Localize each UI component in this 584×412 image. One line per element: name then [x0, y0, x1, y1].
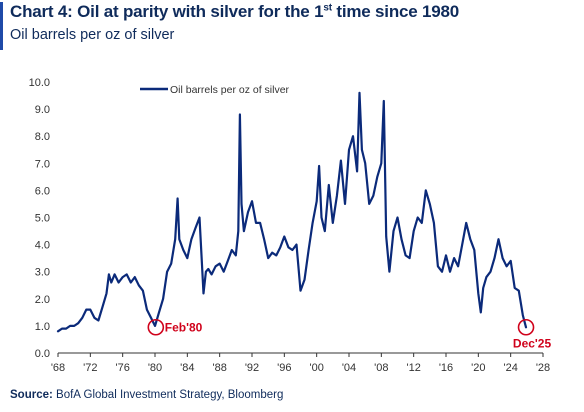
series-line-oil-silver	[56, 91, 528, 333]
x-tick-label: '76	[115, 362, 129, 374]
source-note: Source: BofA Global Investment Strategy,…	[10, 389, 283, 401]
y-tick-label: 3.0	[35, 267, 50, 279]
y-tick-label: 8.0	[35, 131, 50, 143]
x-tick-label: '84	[180, 362, 194, 374]
annotation-label: Feb'80	[165, 320, 203, 334]
y-tick-label: 1.0	[35, 321, 50, 333]
chart-title: Chart 4: Oil at parity with silver for t…	[10, 2, 459, 22]
source-text: BofA Global Investment Strategy, Bloombe…	[52, 389, 284, 401]
y-tick-label: 2.0	[35, 294, 50, 306]
chart-subtitle: Oil barrels per oz of silver	[10, 27, 175, 43]
x-tick-label: '68	[51, 362, 65, 374]
y-tick-label: 4.0	[35, 240, 50, 252]
x-tick-label: '00	[309, 362, 323, 374]
x-tick-label: '96	[277, 362, 291, 374]
legend-label: Oil barrels per oz of silver	[170, 84, 290, 96]
y-tick-label: 9.0	[35, 104, 50, 116]
x-tick-label: '04	[342, 362, 356, 374]
x-tick-label: '20	[471, 362, 485, 374]
chart-title-end: time since 1980	[331, 2, 460, 21]
y-tick-label: 10.0	[29, 77, 50, 89]
x-tick-label: '72	[83, 362, 97, 374]
x-tick-label: '92	[245, 362, 259, 374]
y-tick-label: 0.0	[35, 348, 50, 360]
y-tick-label: 5.0	[35, 213, 50, 225]
x-tick-label: '80	[148, 362, 162, 374]
chart-title-superscript: st	[323, 2, 332, 14]
x-tick-label: '08	[374, 362, 388, 374]
annotation-circle	[147, 318, 165, 336]
annotation-circle	[517, 318, 535, 336]
x-tick-label: '16	[439, 362, 453, 374]
y-tick-label: 6.0	[35, 185, 50, 197]
y-tick-label: 7.0	[35, 158, 50, 170]
x-tick-label: '24	[503, 362, 517, 374]
annotation-label: Dec'25	[513, 336, 552, 350]
x-tick-label: '88	[212, 362, 226, 374]
x-tick-label: '12	[406, 362, 420, 374]
x-tick-label: '28	[536, 362, 550, 374]
source-label: Source:	[10, 389, 53, 401]
title-accent-bar	[0, 2, 3, 50]
chart-title-main: Chart 4: Oil at parity with silver for t…	[10, 2, 324, 21]
